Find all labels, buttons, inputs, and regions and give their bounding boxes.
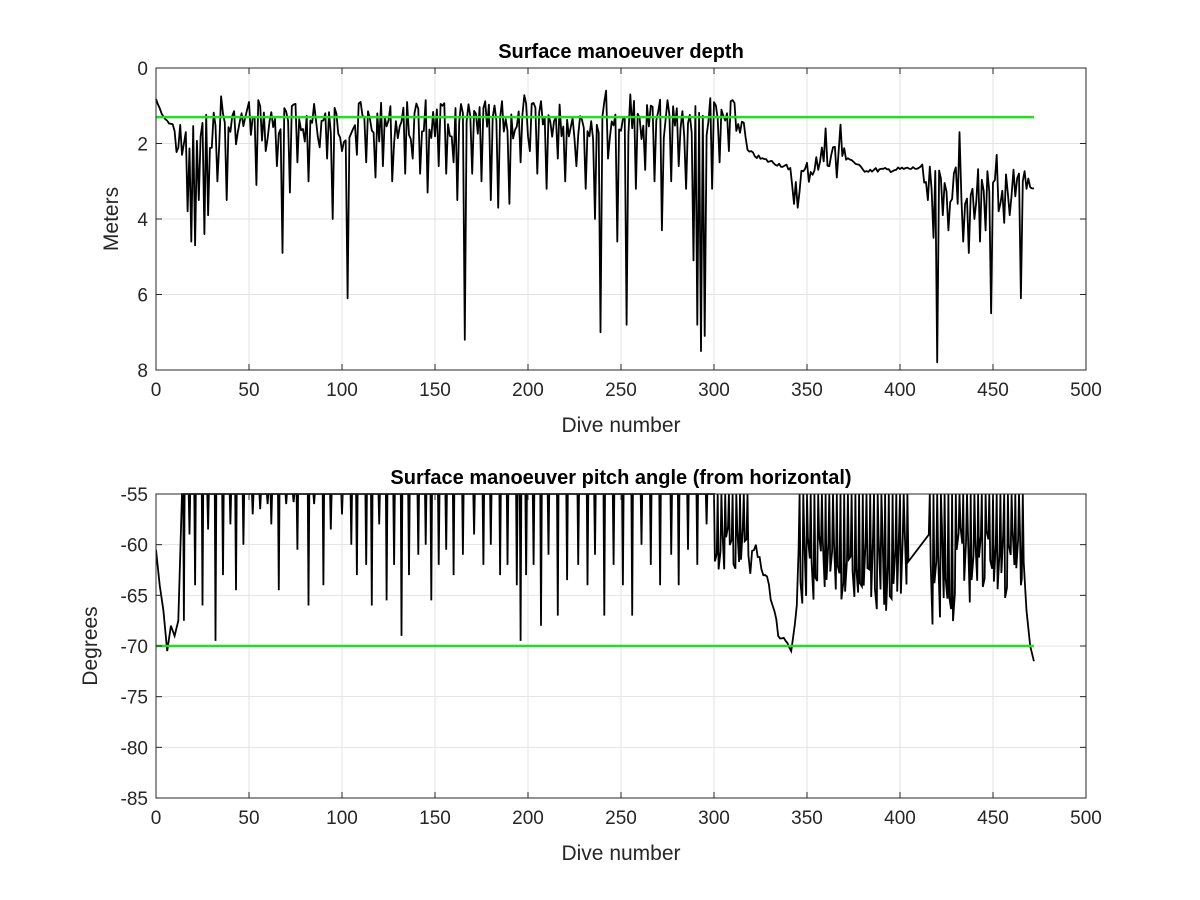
pitch-chart-xtick-label: 250 [605, 808, 637, 829]
pitch-chart-xtick-label: 450 [977, 808, 1009, 829]
depth-chart-ytick-label: 6 [137, 286, 148, 307]
depth-chart-ytick-label: 0 [137, 59, 148, 80]
pitch-chart-ytick-label: -55 [121, 485, 148, 506]
pitch-chart-xlabel: Dive number [561, 842, 680, 865]
pitch-chart-ylabel: Degrees [79, 606, 102, 685]
pitch-chart-xtick-label: 200 [512, 808, 544, 829]
pitch-chart-xtick-label: 350 [791, 808, 823, 829]
depth-chart-series-line [155, 89, 1034, 364]
depth-chart-ylabel: Meters [100, 187, 123, 251]
depth-chart-xtick-label: 50 [238, 380, 259, 401]
depth-chart-ytick-label: 4 [137, 210, 148, 231]
pitch-chart-xtick-label: 100 [326, 808, 358, 829]
pitch-chart-xtick-label: 150 [419, 808, 451, 829]
depth-chart-xtick-label: 250 [605, 380, 637, 401]
depth-chart-xtick-label: 200 [512, 380, 544, 401]
pitch-chart-ytick-label: -85 [121, 789, 148, 810]
depth-chart-xtick-label: 400 [884, 380, 916, 401]
depth-chart-xtick-label: 0 [151, 380, 162, 401]
pitch-chart-ytick-label: -80 [121, 738, 148, 759]
depth-chart-frame: 0 50 100 150 200 250 300 350 400 450 500 0 2 4 6 8 Surfa… [100, 41, 1102, 437]
depth-chart-title: Surface manoeuver depth [498, 41, 744, 63]
depth-chart-xlabel: Dive number [561, 414, 680, 437]
pitch-chart-ytick-label: -70 [121, 637, 148, 658]
depth-chart-xtick-label: 500 [1070, 380, 1102, 401]
depth-chart-ytick-label: 2 [137, 135, 148, 156]
pitch-chart-frame: 0 50 100 150 200 250 300 350 400 450 500 -55 -60 -65 -… [79, 467, 1102, 865]
depth-chart-ytick-label: 8 [137, 361, 148, 382]
pitch-chart-ytick-label: -60 [121, 536, 148, 557]
pitch-chart-xtick-label: 300 [698, 808, 730, 829]
depth-chart-xtick-label: 150 [419, 380, 451, 401]
depth-chart-xtick-label: 350 [791, 380, 823, 401]
pitch-chart-xtick-label: 500 [1070, 808, 1102, 829]
depth-chart-xtick-label: 450 [977, 380, 1009, 401]
depth-chart-xtick-label: 100 [326, 380, 358, 401]
pitch-chart-xtick-label: 0 [151, 808, 162, 829]
depth-chart-xtick-label: 300 [698, 380, 730, 401]
pitch-chart-title: Surface manoeuver pitch angle (from hori… [390, 467, 851, 489]
pitch-chart-xtick-label: 50 [238, 808, 259, 829]
pitch-chart-ytick-label: -65 [121, 586, 148, 607]
pitch-chart-ytick-label: -75 [121, 688, 148, 709]
pitch-chart-xtick-label: 400 [884, 808, 916, 829]
